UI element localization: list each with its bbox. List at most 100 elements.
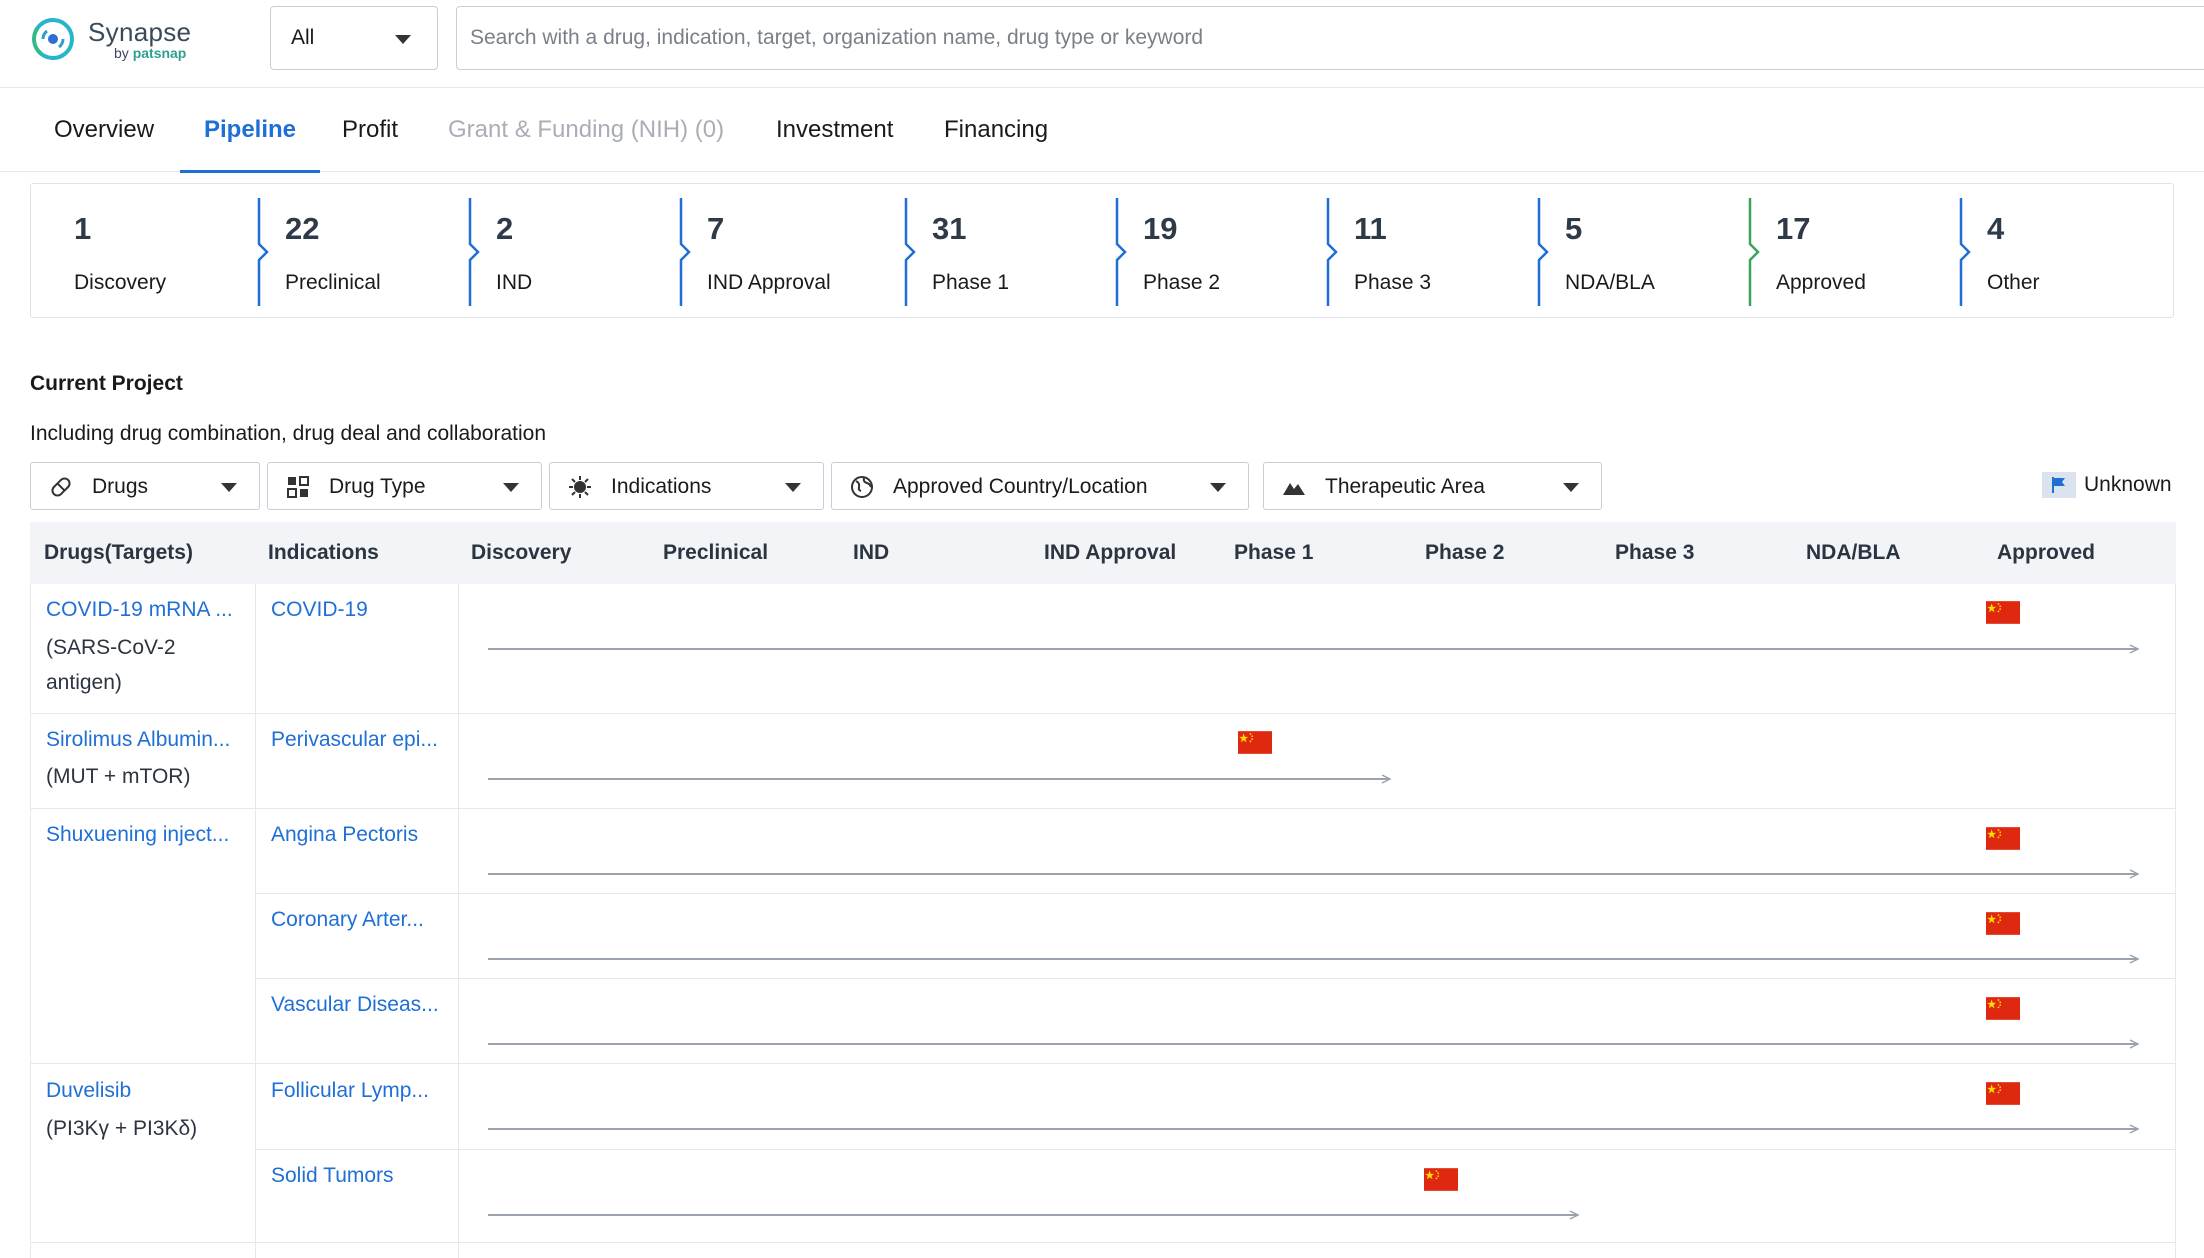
- drug-name-link[interactable]: Shuxuening inject...: [46, 823, 229, 847]
- indication-link[interactable]: Vascular Diseas...: [271, 993, 439, 1017]
- stage-label: Other: [1987, 271, 2040, 295]
- filter-drugs[interactable]: Drugs: [30, 462, 260, 510]
- search-input[interactable]: Search with a drug, indication, target, …: [456, 6, 2204, 70]
- chevron-down-icon: [221, 483, 237, 492]
- column-header: Approved: [1997, 522, 2095, 584]
- indication-link[interactable]: Perivascular epi...: [271, 728, 438, 752]
- tab-grant-funding[interactable]: Grant & Funding (NIH) (0): [448, 88, 724, 172]
- drug-name-link[interactable]: Duvelisib: [46, 1079, 131, 1103]
- pipeline-stage-summary: 1 Discovery 22 Preclinical 2 IND 7 IND A…: [30, 183, 2174, 318]
- stage-label: Discovery: [74, 271, 166, 295]
- drug-name-link[interactable]: COVID-19 mRNA ...: [46, 598, 233, 622]
- legend-unknown: Unknown: [2042, 472, 2172, 498]
- row-divider: [256, 1149, 2176, 1150]
- stage-label: IND Approval: [707, 271, 831, 295]
- tab-overview[interactable]: Overview: [54, 88, 154, 172]
- indication-link[interactable]: Angina Pectoris: [271, 823, 418, 847]
- drug-name-link[interactable]: Sirolimus Albumin...: [46, 728, 230, 752]
- indication-link[interactable]: Coronary Arter...: [271, 908, 424, 932]
- progress-track: [488, 1208, 1588, 1222]
- filter-label: Drugs: [92, 475, 148, 499]
- row-divider: [30, 1242, 2176, 1243]
- filter-approved-country[interactable]: Approved Country/Location: [831, 462, 1249, 510]
- synapse-logo-icon: [28, 14, 78, 64]
- stage-count: 19: [1143, 211, 1177, 247]
- stage-count: 31: [932, 211, 966, 247]
- table-left-border: [30, 584, 31, 1258]
- top-header: Synapse by patsnap All Search with a dru…: [0, 0, 2204, 88]
- indication-link[interactable]: Follicular Lymp...: [271, 1079, 429, 1103]
- stage-label: Preclinical: [285, 271, 381, 295]
- filter-indications[interactable]: Indications: [549, 462, 824, 510]
- stage-label: Approved: [1776, 271, 1866, 295]
- chevron-down-icon: [1563, 483, 1579, 492]
- column-header: Preclinical: [663, 522, 768, 584]
- brand-byline: by patsnap: [114, 46, 191, 60]
- stage-count: 22: [285, 211, 319, 247]
- china-flag-icon: [1238, 731, 1272, 754]
- china-flag-icon: [1986, 601, 2020, 624]
- row-divider: [30, 713, 2176, 714]
- tab-investment[interactable]: Investment: [776, 88, 893, 172]
- progress-track: [488, 642, 2146, 656]
- section-subtitle: Including drug combination, drug deal an…: [30, 422, 546, 446]
- tab-pipeline[interactable]: Pipeline: [204, 88, 296, 172]
- row-divider: [30, 808, 2176, 809]
- filter-label: Drug Type: [329, 475, 426, 499]
- stage-label: Phase 2: [1143, 271, 1220, 295]
- mountain-icon: [1282, 475, 1306, 499]
- search-placeholder: Search with a drug, indication, target, …: [470, 26, 1203, 50]
- stage-separator: [1115, 198, 1129, 306]
- tab-profit[interactable]: Profit: [342, 88, 398, 172]
- brand-name: Synapse: [88, 18, 191, 46]
- column-divider: [458, 584, 459, 1258]
- chevron-down-icon: [1210, 483, 1226, 492]
- stage-count: 2: [496, 211, 513, 247]
- progress-track: [488, 867, 2146, 881]
- progress-track: [488, 952, 2146, 966]
- filter-drug-type[interactable]: Drug Type: [267, 462, 542, 510]
- indication-link[interactable]: COVID-19: [271, 598, 368, 622]
- stage-label: Phase 3: [1354, 271, 1431, 295]
- drug-type-icon: [286, 475, 310, 499]
- stage-count: 5: [1565, 211, 1582, 247]
- table-header: Drugs(Targets) Indications Discovery Pre…: [30, 522, 2176, 584]
- china-flag-icon: [1424, 1168, 1458, 1191]
- company-tabs: Overview Pipeline Profit Grant & Funding…: [0, 88, 2204, 172]
- row-divider: [256, 893, 2176, 894]
- china-flag-icon: [1986, 1082, 2020, 1105]
- stage-count: 17: [1776, 211, 1810, 247]
- drug-targets: (PI3Kγ + PI3Kδ): [46, 1111, 197, 1146]
- search-scope-select[interactable]: All: [270, 6, 438, 70]
- globe-icon: [850, 475, 874, 499]
- china-flag-icon: [1986, 827, 2020, 850]
- filter-therapeutic-area[interactable]: Therapeutic Area: [1263, 462, 1602, 510]
- stage-separator: [257, 198, 271, 306]
- tab-financing[interactable]: Financing: [944, 88, 1048, 172]
- stage-separator: [1326, 198, 1340, 306]
- column-header: Discovery: [471, 522, 571, 584]
- synapse-logo[interactable]: Synapse by patsnap: [28, 14, 191, 64]
- stage-count: 1: [74, 211, 91, 247]
- indication-link[interactable]: Solid Tumors: [271, 1164, 394, 1188]
- progress-track: [488, 1122, 2146, 1136]
- stage-separator: [679, 198, 693, 306]
- stage-separator: [1959, 198, 1973, 306]
- virus-icon: [568, 475, 592, 499]
- pill-icon: [49, 475, 73, 499]
- column-header: Drugs(Targets): [44, 522, 193, 584]
- stage-count: 11: [1354, 211, 1387, 247]
- progress-track: [488, 772, 1398, 786]
- china-flag-icon: [1986, 912, 2020, 935]
- stage-separator-approved: [1748, 198, 1762, 306]
- chevron-down-icon: [785, 483, 801, 492]
- column-header: IND: [853, 522, 889, 584]
- column-header: Phase 1: [1234, 522, 1313, 584]
- stage-label: NDA/BLA: [1565, 271, 1655, 295]
- china-flag-icon: [1986, 997, 2020, 1020]
- stage-count: 7: [707, 211, 724, 247]
- filter-label: Approved Country/Location: [893, 475, 1148, 499]
- flag-icon: [2042, 472, 2076, 498]
- column-header: NDA/BLA: [1806, 522, 1901, 584]
- column-header: Phase 2: [1425, 522, 1504, 584]
